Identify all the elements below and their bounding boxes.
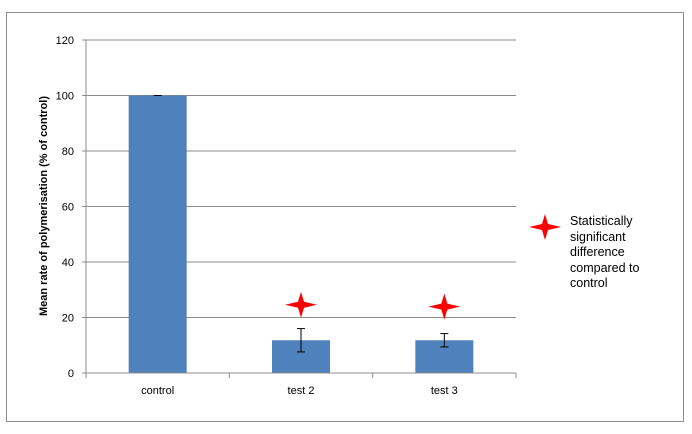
significance-markers bbox=[285, 291, 461, 320]
legend-star-icon bbox=[529, 214, 561, 240]
y-tick-label: 20 bbox=[62, 313, 74, 325]
x-tick-labels: control test 2 test 3 bbox=[141, 385, 458, 397]
y-tick-label: 100 bbox=[56, 91, 74, 103]
y-axis-title: Mean rate of polymerisation (% of contro… bbox=[38, 96, 50, 316]
y-tick-labels: 0 20 40 60 80 100 120 bbox=[56, 35, 74, 380]
y-tick-label: 0 bbox=[68, 368, 74, 380]
x-tick-label: control bbox=[141, 385, 174, 397]
bar-control bbox=[128, 95, 187, 373]
y-tick-label: 40 bbox=[62, 257, 74, 269]
error-bars bbox=[153, 95, 449, 353]
y-tick-label: 80 bbox=[62, 146, 74, 158]
significance-star-icon bbox=[428, 293, 461, 320]
significance-star-icon bbox=[285, 291, 317, 318]
x-tick-label: test 3 bbox=[431, 385, 458, 397]
x-tick-label: test 2 bbox=[288, 385, 315, 397]
y-tick-label: 60 bbox=[62, 202, 74, 214]
y-tick-label: 120 bbox=[56, 35, 74, 47]
chart-frame bbox=[6, 12, 684, 422]
legend-label: Statistically significant difference com… bbox=[570, 214, 640, 290]
axes bbox=[85, 40, 517, 378]
